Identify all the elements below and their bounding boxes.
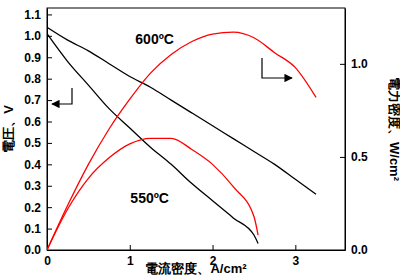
annotation: 600ºC xyxy=(135,31,174,47)
x-axis-tick-label: 3 xyxy=(292,254,299,268)
y-axis-tick-mark xyxy=(47,122,52,123)
y-axis-tick-label: 0.6 xyxy=(24,115,41,129)
annotation: 550ºC xyxy=(130,190,169,206)
y-axis-tick-mark xyxy=(47,14,52,15)
y-axis-tick-mark xyxy=(47,186,52,187)
y-axis-tick: 0.0 xyxy=(24,243,52,257)
y2-axis-tick: 1.0 xyxy=(340,57,368,71)
series-group xyxy=(47,27,316,250)
x-axis-tick-label: 1 xyxy=(127,254,134,268)
y2-axis-tick: 0.5 xyxy=(340,150,368,164)
y-axis-tick-label: 1.1 xyxy=(24,8,41,22)
y-axis-tick: 0.4 xyxy=(24,158,52,172)
x-axis-tick-label: 0 xyxy=(44,254,51,268)
x-axis-tick-mark xyxy=(213,245,214,250)
series-line xyxy=(47,27,316,194)
y2-axis-tick-mark xyxy=(340,157,345,158)
x-axis-tick: 1 xyxy=(127,245,134,268)
y-axis-tick-label: 0.3 xyxy=(24,179,41,193)
y2-axis-tick-label: 0.0 xyxy=(351,243,368,257)
y-axis-tick-mark xyxy=(47,79,52,80)
y-axis-tick-mark xyxy=(47,143,52,144)
y2-axis-title: 電力密度、W/cm² xyxy=(387,77,400,182)
y-axis-line xyxy=(47,9,48,251)
y-axis: 0.0 0.1 0.2 0.3 0.4 0.5 0.6 0.7 0.8 0.9 1.0 1.1 xyxy=(24,8,52,258)
y-axis-tick: 0.9 xyxy=(24,51,52,65)
y-axis-tick-label: 0.0 xyxy=(24,243,41,257)
series-line xyxy=(47,32,316,250)
y-axis-tick-label: 0.7 xyxy=(24,93,41,107)
y-axis-tick: 0.7 xyxy=(24,93,52,107)
plot-frame xyxy=(47,8,345,250)
x-axis-line xyxy=(48,250,346,251)
plot: 01230.00.10.20.30.40.50.60.70.80.91.01.1… xyxy=(24,8,368,268)
x-axis-tick: 3 xyxy=(292,245,299,268)
y2-axis: 0.0 0.5 1.0 xyxy=(340,9,368,258)
x-axis-tick-mark xyxy=(130,245,131,250)
chart-svg: 01230.00.10.20.30.40.50.60.70.80.91.01.1… xyxy=(0,0,400,276)
y-axis-tick-label: 1.0 xyxy=(24,29,41,43)
y-axis-tick-mark xyxy=(47,100,52,101)
chart-container: 01230.00.10.20.30.40.50.60.70.80.91.01.1… xyxy=(0,0,400,276)
y-axis-tick-label: 0.2 xyxy=(24,201,41,215)
y-axis-tick: 0.3 xyxy=(24,179,52,193)
y-axis-tick-mark xyxy=(47,229,52,230)
x-axis-title: 電流密度、A/cm² xyxy=(145,261,247,276)
y2-axis-tick-mark xyxy=(340,250,345,251)
y-axis-tick-mark xyxy=(47,164,52,165)
y-axis-tick: 1.1 xyxy=(24,8,52,22)
y2-axis-line xyxy=(345,9,346,251)
y2-axis-tick-mark xyxy=(340,64,345,65)
y-axis-tick-label: 0.9 xyxy=(24,51,41,65)
y-axis-tick-label: 0.5 xyxy=(24,136,41,150)
y2-axis-tick: 0.0 xyxy=(340,243,368,257)
y-axis-tick-mark xyxy=(47,207,52,208)
y-axis-tick-mark xyxy=(47,250,52,251)
arrow-right xyxy=(262,58,292,78)
y-axis-tick-mark xyxy=(47,57,52,58)
y-axis-title: 電圧、V xyxy=(1,105,16,153)
y-axis-tick: 0.2 xyxy=(24,201,52,215)
y-axis-tick-label: 0.8 xyxy=(24,72,41,86)
y-axis-tick-label: 0.4 xyxy=(24,158,41,172)
y2-axis-tick-label: 1.0 xyxy=(351,57,368,71)
y-axis-tick: 0.8 xyxy=(24,72,52,86)
x-axis-tick-mark xyxy=(295,245,296,250)
series-line xyxy=(47,138,258,250)
y-axis-tick: 1.0 xyxy=(24,29,52,43)
arrow-left xyxy=(52,88,72,104)
y-axis-tick-label: 0.1 xyxy=(24,222,41,236)
y-axis-tick: 0.6 xyxy=(24,115,52,129)
y2-axis-tick-label: 0.5 xyxy=(351,150,368,164)
y-axis-tick: 0.5 xyxy=(24,136,52,150)
y-axis-tick: 0.1 xyxy=(24,222,52,236)
